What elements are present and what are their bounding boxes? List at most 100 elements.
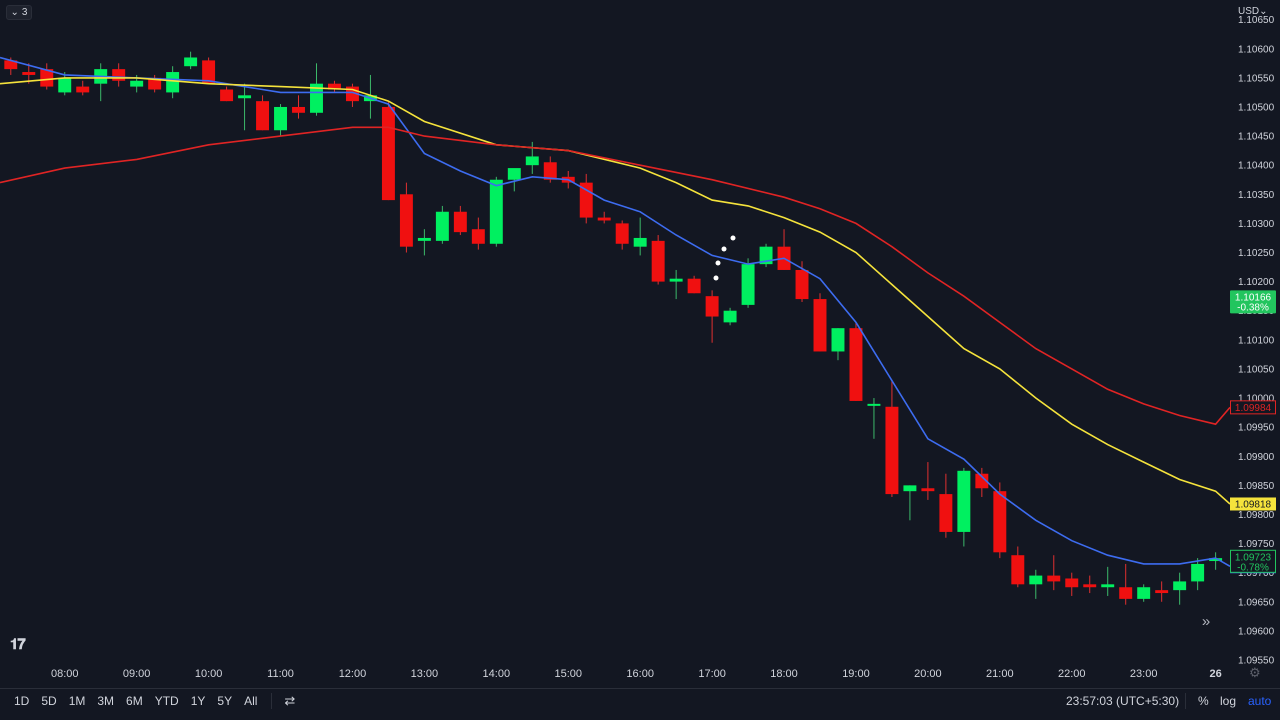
candle-down[interactable]: [22, 63, 36, 84]
time-tick-label: 26: [1209, 668, 1221, 680]
candle-down[interactable]: [579, 173, 593, 224]
candle-down[interactable]: [1065, 572, 1079, 596]
candle-down[interactable]: [885, 380, 899, 497]
candle-up[interactable]: [1137, 584, 1151, 602]
candle-down[interactable]: [399, 182, 413, 253]
candle-down[interactable]: [256, 95, 270, 131]
percent-scale-button[interactable]: %: [1198, 694, 1209, 708]
candle-down[interactable]: [453, 205, 467, 236]
candle-down[interactable]: [1011, 546, 1025, 588]
candle-up[interactable]: [1173, 572, 1187, 605]
candle-down[interactable]: [813, 293, 827, 352]
clock-readout[interactable]: 23:57:03 (UTC+5:30): [1066, 694, 1180, 708]
candle-up[interactable]: [274, 104, 287, 137]
candle-down[interactable]: [597, 211, 611, 224]
moving-average-line-1[interactable]: [0, 56, 1231, 567]
candle-up[interactable]: [1191, 558, 1205, 591]
candle-down[interactable]: [345, 83, 359, 107]
candle-up[interactable]: [669, 269, 683, 300]
candle-up[interactable]: [417, 229, 431, 256]
candle-down[interactable]: [112, 63, 126, 87]
candle-down[interactable]: [921, 462, 935, 500]
candle-up[interactable]: [957, 467, 971, 547]
range-button-3m[interactable]: 3M: [97, 694, 115, 708]
range-button-5y[interactable]: 5Y: [217, 694, 233, 708]
candle-body: [669, 278, 683, 282]
candle-up[interactable]: [903, 485, 917, 521]
candle-down[interactable]: [1119, 563, 1133, 605]
candle-down[interactable]: [687, 275, 701, 294]
date-range-icon[interactable]: ⇄: [284, 693, 296, 708]
candle-up[interactable]: [1029, 569, 1043, 599]
candle-down[interactable]: [1155, 581, 1169, 602]
range-button-all[interactable]: All: [244, 694, 258, 708]
legend-collapse-button[interactable]: ⌄ 3: [6, 5, 32, 20]
candle-up[interactable]: [723, 307, 737, 326]
candle-up[interactable]: [166, 66, 180, 99]
time-axis[interactable]: 08:00 09:00 10:00 11:00 12:00 13:00 14:00 15:00…: [51, 668, 1222, 680]
candle-down[interactable]: [328, 80, 341, 93]
auto-scale-button[interactable]: auto: [1248, 694, 1272, 708]
range-button-1m[interactable]: 1M: [68, 694, 86, 708]
candle-down[interactable]: [1047, 555, 1061, 591]
candle-down[interactable]: [939, 473, 953, 538]
candle-body: [58, 77, 72, 93]
candle-body: [1083, 584, 1097, 588]
candle-down[interactable]: [795, 261, 809, 302]
candle-down[interactable]: [202, 57, 216, 84]
candle-up[interactable]: [831, 328, 845, 361]
candle-up[interactable]: [489, 176, 503, 247]
candle-up[interactable]: [184, 51, 198, 70]
scroll-to-realtime-icon[interactable]: »: [1201, 613, 1211, 630]
range-button-1y[interactable]: 1Y: [190, 694, 206, 708]
candle-up[interactable]: [58, 72, 72, 96]
candle-up[interactable]: [435, 205, 449, 244]
candle-up[interactable]: [507, 168, 521, 192]
candle-body: [1029, 575, 1043, 585]
price-tick-label: 1.10300: [1238, 219, 1275, 230]
candle-up[interactable]: [867, 398, 881, 439]
time-tick-label: 08:00: [51, 668, 79, 680]
candle-up[interactable]: [1101, 566, 1115, 596]
range-button-1d[interactable]: 1D: [14, 694, 30, 708]
candle-down[interactable]: [651, 235, 665, 285]
range-button-ytd[interactable]: YTD: [154, 694, 179, 708]
candle-down[interactable]: [849, 322, 863, 401]
candle-down[interactable]: [777, 229, 791, 270]
candle-up[interactable]: [741, 258, 755, 308]
log-scale-button[interactable]: log: [1220, 694, 1237, 708]
candle-up[interactable]: [633, 217, 647, 256]
candle-up[interactable]: [759, 243, 773, 268]
candle-up[interactable]: [1209, 552, 1223, 570]
gear-icon[interactable]: ⚙: [1249, 665, 1261, 680]
moving-average-line-2[interactable]: [0, 77, 1231, 505]
candle-down[interactable]: [975, 467, 989, 497]
price-tick-label: 1.10250: [1238, 248, 1275, 259]
currency-selector[interactable]: USD⌄: [1238, 6, 1268, 17]
candle-up[interactable]: [310, 63, 323, 116]
candle-down[interactable]: [148, 74, 162, 93]
candle-down[interactable]: [615, 220, 629, 250]
candle-body: [741, 264, 755, 305]
toolbar-divider: [271, 693, 273, 709]
candle-up[interactable]: [238, 83, 252, 131]
candle-down[interactable]: [40, 63, 54, 90]
candle-down[interactable]: [1083, 575, 1097, 594]
range-button-6m[interactable]: 6M: [126, 694, 143, 708]
cursor-dot: [721, 246, 727, 252]
candle-down[interactable]: [381, 101, 395, 201]
moving-average-line-3[interactable]: [0, 126, 1231, 426]
candle-down[interactable]: [76, 80, 90, 96]
candle-up[interactable]: [94, 63, 108, 102]
candle-body: [867, 403, 881, 406]
candle-down[interactable]: [292, 95, 305, 119]
candle-down[interactable]: [705, 290, 719, 343]
candle-down[interactable]: [220, 86, 234, 102]
price-chart[interactable]: 1.10650 1.10600 1.10550 1.10500 1.10450 1.104…: [0, 0, 1280, 688]
time-tick-label: 11:00: [267, 668, 294, 680]
tradingview-logo-icon[interactable]: 𝟏𝟕: [10, 636, 26, 653]
candle-body: [813, 299, 827, 352]
range-button-5d[interactable]: 5D: [41, 694, 57, 708]
candle-down[interactable]: [471, 217, 485, 250]
candle-body: [292, 106, 305, 113]
